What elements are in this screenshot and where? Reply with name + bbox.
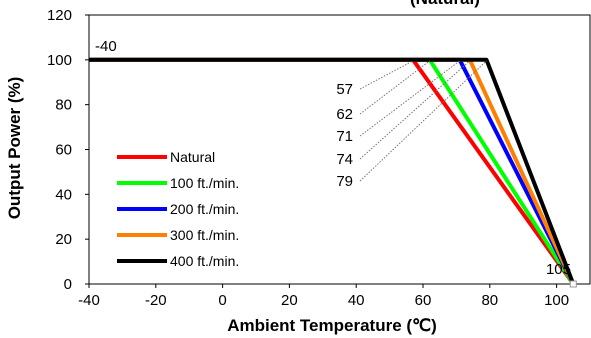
x-tick-label: 60: [415, 292, 432, 309]
annotations: 57 62 71 74 79 -40 105: [95, 38, 577, 288]
legend-label: 100 ft./min.: [170, 175, 239, 191]
legend-label: 300 ft./min.: [170, 227, 239, 243]
x-tick-label: 20: [281, 292, 298, 309]
x-tick-label: -20: [145, 292, 167, 309]
annotation-label: -40: [95, 38, 117, 55]
y-tick-label: 0: [64, 276, 72, 293]
end-marker: [569, 280, 577, 288]
y-tick-label: 20: [55, 231, 72, 248]
chart-title: (Natural): [410, 0, 480, 8]
y-tick-label: 80: [55, 97, 72, 114]
legend-label: Natural: [170, 149, 215, 165]
legend-label: 400 ft./min.: [170, 253, 239, 269]
plot-frame: [88, 14, 591, 285]
annotation-leader: [359, 60, 430, 115]
x-tick-label: 80: [481, 292, 498, 309]
annotation-leader: [359, 60, 487, 182]
y-tick-label: 40: [55, 186, 72, 203]
series-lines: [89, 57, 576, 286]
y-axis-ticks: 0 20 40 60 80 100 120: [47, 7, 89, 293]
annotation-label: 71: [336, 128, 353, 145]
annotation-label: 62: [336, 106, 353, 123]
y-tick-label: 100: [47, 52, 72, 69]
x-tick-label: 40: [348, 292, 365, 309]
annotation-leader: [359, 60, 461, 137]
x-axis-ticks: -40 -20 0 20 40 60 80 100: [78, 284, 569, 309]
annotation-leader: [359, 60, 471, 160]
y-tick-label: 120: [47, 7, 72, 24]
x-tick-label: -40: [78, 292, 100, 309]
annotation-label: 105: [546, 261, 571, 278]
annotation-label: 79: [336, 173, 353, 190]
y-axis-label: Output Power (%): [5, 77, 24, 220]
annotation-label: 57: [336, 81, 353, 98]
legend-label: 200 ft./min.: [170, 201, 239, 217]
y-tick-label: 60: [55, 142, 72, 159]
legend: Natural 100 ft./min. 200 ft./min. 300 ft./m…: [117, 149, 239, 269]
annotation-label: 74: [336, 151, 353, 168]
series-line: [89, 57, 576, 285]
plot-area: [88, 14, 591, 285]
x-tick-label: 100: [544, 292, 569, 309]
annotation-leader: [359, 60, 414, 90]
x-axis-label: Ambient Temperature (℃): [227, 316, 437, 335]
x-tick-label: 0: [218, 292, 226, 309]
